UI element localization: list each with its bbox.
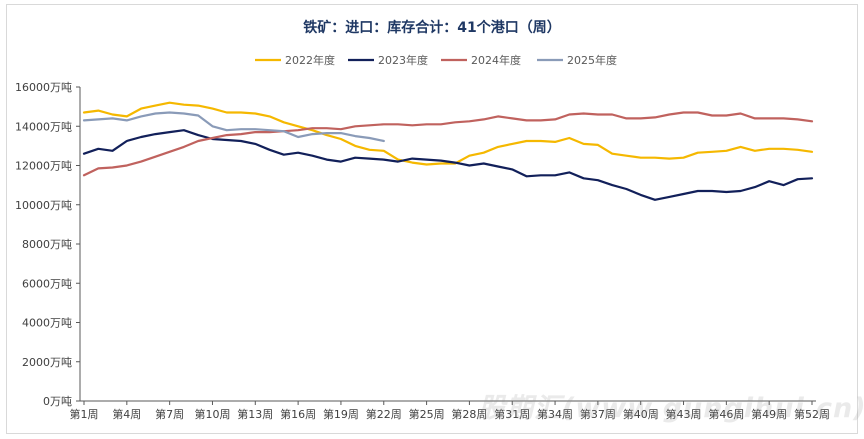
series-line xyxy=(82,111,385,143)
legend: 2022年度 2023年度 2024年度 2025年度 xyxy=(255,53,617,67)
y-tick-label: 4000万吨 xyxy=(22,317,72,330)
series-line xyxy=(82,101,814,166)
plot-area xyxy=(82,101,814,201)
x-tick-label: 第16周 xyxy=(280,407,316,421)
legend-entry: 2024年度 xyxy=(471,53,521,67)
chart-title: 铁矿：进口：库存合计：41个港口（周） xyxy=(303,19,560,36)
y-tick-label: 10000万吨 xyxy=(15,199,72,212)
y-tick-label: 14000万吨 xyxy=(15,120,72,133)
x-tick-label: 第19周 xyxy=(323,407,359,421)
x-tick-label: 第25周 xyxy=(409,407,445,421)
x-tick-label: 第7周 xyxy=(155,407,184,421)
series-line xyxy=(82,111,814,177)
x-tick-label: 第10周 xyxy=(194,407,230,421)
y-tick-label: 12000万吨 xyxy=(15,160,72,173)
y-tick-label: 8000万吨 xyxy=(22,238,72,251)
x-tick-label: 第13周 xyxy=(237,407,273,421)
legend-entry: 2023年度 xyxy=(378,53,428,67)
x-tick-label: 第37周 xyxy=(580,407,616,421)
x-tick-label: 第49周 xyxy=(751,407,787,421)
x-tick-label: 第31周 xyxy=(494,407,530,421)
x-tick-label: 第1周 xyxy=(70,407,99,421)
series-line xyxy=(82,129,814,201)
x-tick-label: 第4周 xyxy=(112,407,141,421)
legend-entry: 2022年度 xyxy=(285,53,335,67)
x-tick-label: 第43周 xyxy=(666,407,702,421)
legend-entry: 2025年度 xyxy=(567,53,617,67)
y-axis: 0万吨 2000万吨 4000万吨 6000万吨 8000万吨 10000万吨 12000万… xyxy=(15,81,81,408)
x-axis: 第1周 第4周 第7周 第10周 第13周 第16周 第19周 第22周 第25周 第28周 第31… xyxy=(70,400,830,421)
x-tick-label: 第40周 xyxy=(623,407,659,421)
y-tick-label: 0万吨 xyxy=(43,395,72,408)
y-tick-label: 6000万吨 xyxy=(22,277,72,290)
chart-border xyxy=(6,4,858,434)
x-tick-label: 第28周 xyxy=(451,407,487,421)
x-tick-label: 第46周 xyxy=(708,407,744,421)
x-tick-label: 第34周 xyxy=(537,407,573,421)
y-tick-label: 2000万吨 xyxy=(22,356,72,369)
x-tick-label: 第22周 xyxy=(366,407,402,421)
x-tick-label: 第52周 xyxy=(794,407,830,421)
y-tick-label: 16000万吨 xyxy=(15,81,72,94)
